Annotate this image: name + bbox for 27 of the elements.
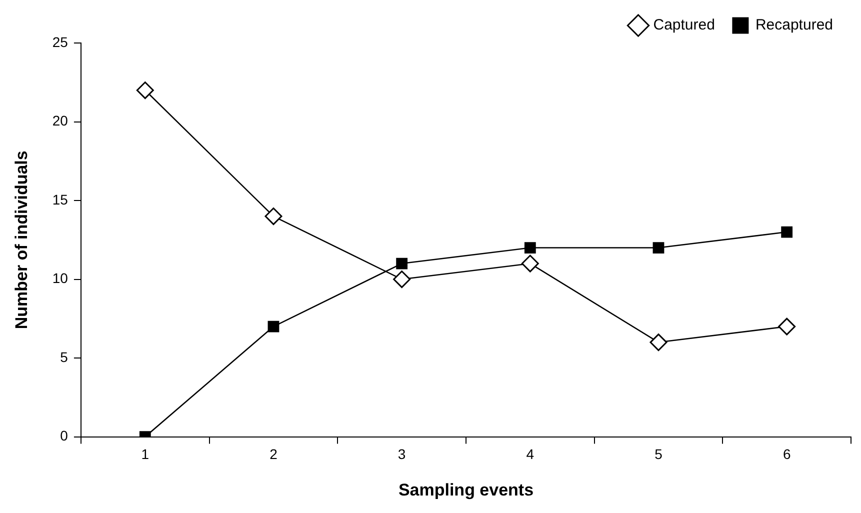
point — [650, 334, 668, 352]
point — [396, 258, 408, 270]
y-tick-label: 5 — [60, 348, 68, 365]
x-tick-label: 6 — [782, 446, 791, 462]
x-tick-label: 4 — [526, 446, 534, 462]
point — [652, 242, 664, 254]
legend-label: Captured — [653, 16, 715, 34]
x-tick-label: 3 — [398, 446, 406, 462]
point — [136, 82, 154, 100]
point — [524, 242, 536, 254]
y-tick-label: 25 — [52, 34, 68, 50]
legend-label: Recaptured — [755, 16, 834, 34]
point — [521, 254, 539, 272]
x-axis-title: Sampling events — [398, 480, 534, 500]
point — [268, 320, 280, 332]
y-tick-label: 0 — [60, 428, 68, 444]
point — [778, 318, 796, 336]
y-tick-label: 15 — [52, 191, 68, 208]
point — [393, 270, 411, 288]
y-tick-label: 20 — [52, 112, 68, 129]
x-tick-label: 1 — [141, 446, 150, 462]
y-axis-title: Number of individuals — [12, 150, 31, 330]
y-tick-label: 10 — [52, 270, 68, 286]
x-tick-label: 2 — [270, 446, 278, 462]
x-tick-label: 5 — [654, 446, 663, 462]
point — [264, 208, 282, 226]
point — [781, 226, 793, 238]
